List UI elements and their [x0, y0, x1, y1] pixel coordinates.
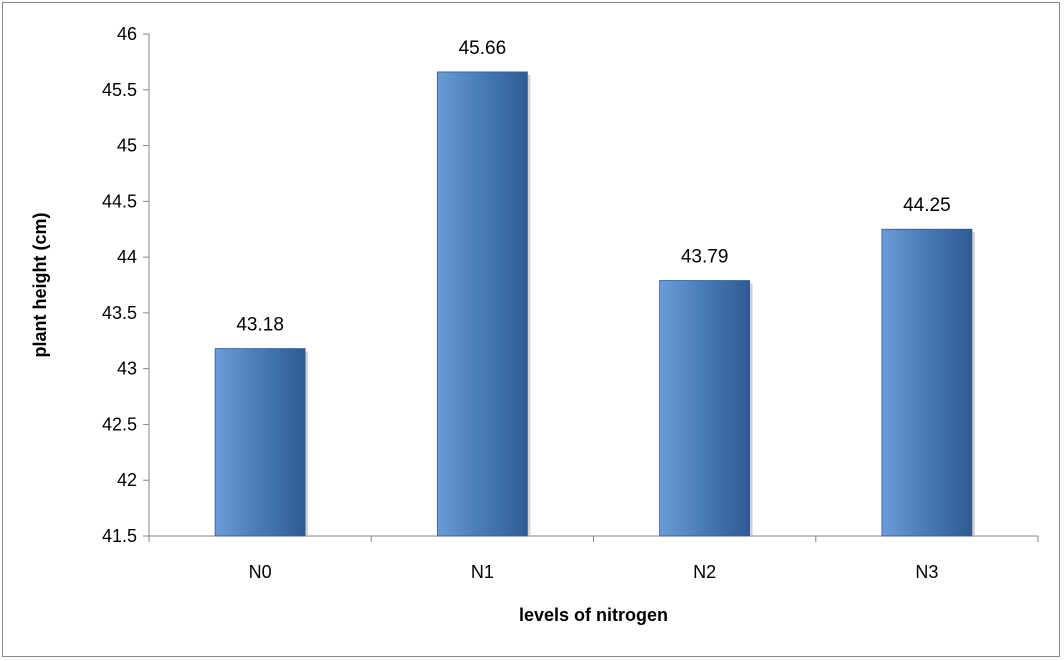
y-tick-label: 43.5 [102, 303, 137, 323]
y-tick-label: 44.5 [102, 191, 137, 211]
y-tick-label: 41.5 [102, 526, 137, 546]
y-tick-label: 42 [117, 470, 137, 490]
x-tick-label-n2: N2 [693, 562, 716, 582]
data-label-n0: 43.18 [236, 315, 284, 336]
x-tick-label-n3: N3 [915, 562, 938, 582]
x-axis-ticks: N0 N1 N2 N3 [148, 536, 1039, 582]
data-labels: 43.18 45.66 43.79 44.25 [236, 38, 950, 336]
y-tick-label: 45.5 [102, 80, 137, 100]
bar-n1 [436, 71, 528, 537]
data-label-n2: 43.79 [681, 247, 729, 268]
y-axis-ticks: 41.5 42 42.5 43 43.5 44 44.5 45 45.5 46 [102, 24, 149, 546]
bar-n3 [881, 228, 973, 537]
x-tick-label-n0: N0 [249, 562, 272, 582]
y-tick-label: 42.5 [102, 414, 137, 434]
bar-n2 [659, 280, 751, 537]
y-tick-label: 45 [117, 136, 137, 156]
bar-n0 [214, 348, 306, 537]
data-label-n3: 44.25 [903, 195, 951, 216]
y-tick-label: 46 [117, 24, 137, 44]
y-axis-title: plant height (cm) [30, 213, 50, 358]
x-tick-label-n1: N1 [471, 562, 494, 582]
y-tick-label: 43 [117, 359, 137, 379]
bars [214, 71, 975, 537]
y-tick-label: 44 [117, 247, 137, 267]
x-axis-title: levels of nitrogen [519, 605, 668, 625]
data-label-n1: 45.66 [459, 38, 507, 59]
